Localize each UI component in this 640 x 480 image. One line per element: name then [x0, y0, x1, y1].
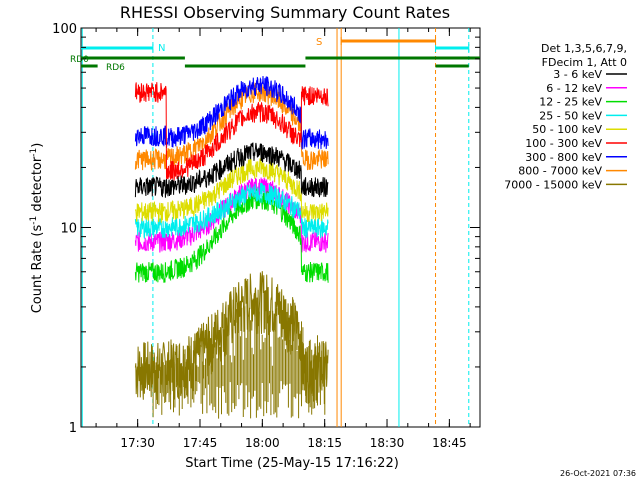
legend-header-decim: FDecim 1, Att 0	[542, 56, 627, 69]
series-25-50kev	[134, 182, 329, 239]
flag-bars	[81, 37, 480, 68]
x-tick-label-4: 18:30	[370, 436, 405, 450]
series-layer	[134, 75, 329, 419]
y-tick-label-1: 10	[60, 222, 77, 237]
series-50-100kev	[134, 158, 329, 223]
series-800-7000kev	[134, 82, 329, 171]
y-axis-label-end: )	[30, 143, 45, 148]
legend-label-1: 6 - 12 keV	[546, 82, 602, 95]
chart-title: RHESSI Observing Summary Count Rates	[120, 3, 450, 22]
legend-label-0: 3 - 6 keV	[553, 68, 602, 81]
y-ticks: 1 10 100	[52, 22, 480, 436]
legend-header-detectors: Det 1,3,5,6,7,9,	[541, 42, 627, 55]
y-axis-label-sup1: -1	[29, 216, 39, 225]
legend-label-4: 50 - 100 keV	[532, 123, 602, 136]
legend-label-7: 800 - 7000 keV	[518, 165, 602, 178]
x-tick-label-5: 18:45	[432, 436, 467, 450]
x-tick-label-2: 18:00	[245, 436, 280, 450]
y-axis-label-main: Count Rate (s	[30, 225, 45, 314]
x-tick-label-0: 17:30	[120, 436, 155, 450]
y-axis-label: Count Rate (s-1 detector-1)	[29, 143, 45, 314]
x-ticks: 17:30 17:45 18:00 18:15 18:30 18:45	[95, 28, 471, 450]
timestamp: 26-Oct-2021 07:36	[560, 469, 636, 478]
legend-label-3: 25 - 50 keV	[539, 109, 602, 122]
series-100-300kev	[134, 82, 329, 181]
flag-label-n: N	[158, 43, 165, 54]
x-axis-label: Start Time (25-May-15 17:16:22)	[185, 456, 399, 471]
flag-label-rd0: RD0	[70, 55, 89, 65]
y-axis-label-sup2: -1	[29, 148, 39, 157]
x-tick-label-3: 18:15	[307, 436, 342, 450]
series-3-6kev	[134, 142, 329, 198]
series-7000-15000kev-spikes	[151, 300, 326, 419]
series-300-800kev	[134, 75, 329, 150]
flag-label-s: S	[316, 37, 322, 48]
legend-label-6: 300 - 800 keV	[525, 151, 602, 164]
flag-label-rd6: RD6	[106, 63, 125, 73]
legend-label-2: 12 - 25 keV	[539, 96, 602, 109]
legend-label-5: 100 - 300 keV	[525, 137, 602, 150]
y-axis-label-mid: detector	[30, 156, 45, 216]
legend-label-8: 7000 - 15000 keV	[504, 178, 602, 191]
y-tick-label-0: 1	[69, 421, 77, 436]
x-tick-label-1: 17:45	[183, 436, 218, 450]
y-tick-label-2: 100	[52, 22, 77, 37]
series-12-25kev	[134, 188, 329, 283]
